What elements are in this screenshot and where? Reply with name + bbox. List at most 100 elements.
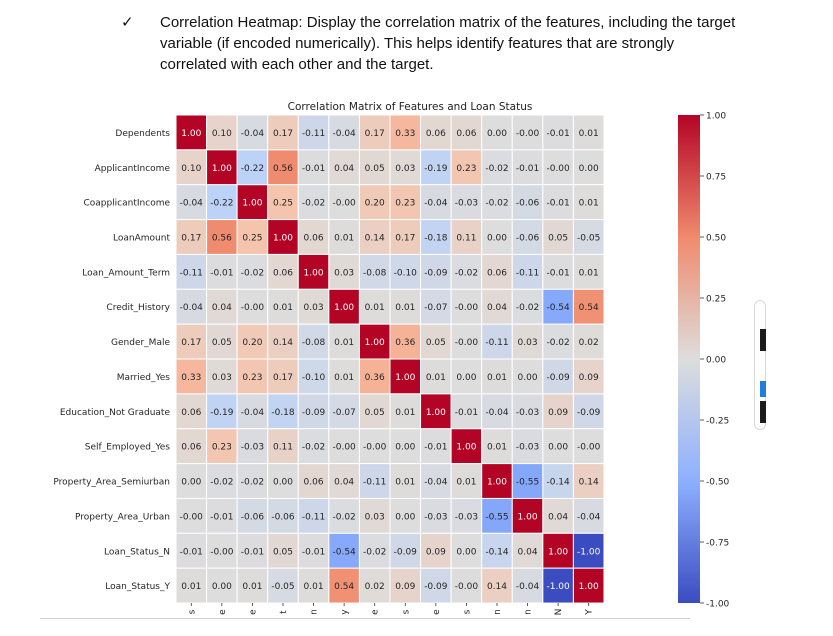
cell-value-label: 0.23 — [212, 443, 232, 453]
cell-value-label: -0.10 — [302, 373, 326, 383]
cell-value-label: -0.04 — [577, 512, 601, 522]
cell-value-label: 0.05 — [365, 164, 385, 174]
cell-value-label: 0.06 — [304, 478, 324, 488]
heatmap-cell — [420, 288, 452, 325]
document-text: ✓ Correlation Heatmap: Display the corre… — [121, 12, 781, 75]
heatmap-cell — [450, 114, 483, 151]
cell-value-label: 0.01 — [242, 582, 262, 592]
cell-value-label: -0.54 — [332, 547, 356, 557]
cell-value-label: -0.55 — [485, 512, 508, 522]
heatmap-cell — [572, 463, 605, 499]
heatmap-cell — [481, 567, 513, 604]
cell-value-label: 0.03 — [212, 373, 232, 383]
colorbar-tick-label: -0.75 — [706, 539, 729, 549]
heatmap-cell — [358, 219, 391, 255]
cell-value-label: 1.00 — [304, 268, 324, 278]
heatmap-cell — [481, 497, 513, 534]
cell-value-label: 0.36 — [395, 338, 415, 348]
heatmap-cell — [511, 497, 544, 534]
cell-value-label: 0.05 — [548, 234, 568, 244]
cell-value-label: 0.00 — [518, 373, 538, 383]
heatmap-cell — [236, 149, 269, 186]
cell-value-label: 0.54 — [579, 303, 599, 313]
cell-value-label: 0.03 — [518, 338, 538, 348]
cell-value-label: -0.09 — [424, 582, 448, 592]
cell-value-label: 0.01 — [395, 303, 415, 313]
x-tick-label: e — [371, 609, 381, 615]
heatmap-cell — [297, 253, 330, 290]
cell-value-label: -0.18 — [424, 234, 448, 244]
cell-value-label: 0.09 — [395, 582, 415, 592]
cell-value-label: 0.09 — [548, 408, 568, 418]
cell-value-label: -0.08 — [363, 268, 387, 278]
cell-value-label: 0.25 — [242, 234, 262, 244]
cell-value-label: 0.01 — [395, 478, 415, 488]
cell-value-label: 0.01 — [334, 373, 354, 383]
heatmap-cell — [236, 463, 269, 499]
x-tick-label: Y — [585, 609, 595, 616]
heatmap-cell — [175, 288, 208, 325]
heatmap-cell — [542, 567, 574, 604]
cell-value-label: 0.04 — [334, 164, 354, 174]
heatmap-cell — [206, 184, 238, 221]
colorbar-ticks: 1.00 0.75 0.50 0.25 0.00 -0.25 -0.50 -0.75 -1.00 — [700, 112, 730, 610]
cell-value-label: 0.03 — [395, 164, 415, 174]
chart-title: Correlation Matrix of Features and Loan … — [288, 101, 533, 113]
heatmap-cell — [542, 463, 574, 499]
heatmap-cell — [358, 288, 391, 325]
row-labels: Dependents ApplicantIncome CoapplicantInco… — [53, 129, 170, 592]
heatmap-cell — [328, 149, 360, 186]
cell-value-label: 0.06 — [426, 129, 446, 139]
cell-value-label: 0.25 — [273, 199, 293, 209]
heatmap-cell — [481, 358, 513, 395]
heatmap-cell — [511, 253, 544, 290]
cell-value-label: 0.02 — [579, 338, 599, 348]
colorbar — [678, 115, 700, 603]
heatmap-cell — [175, 323, 208, 360]
row-label: CoapplicantIncome — [83, 199, 170, 209]
colorbar-tick-label: -1.00 — [706, 600, 730, 610]
cell-value-label: -0.00 — [241, 303, 265, 313]
cell-value-label: -0.06 — [516, 234, 540, 244]
cell-value-label: -0.04 — [332, 129, 356, 139]
cell-value-label: 0.01 — [181, 582, 201, 592]
cell-value-label: 0.11 — [456, 234, 476, 244]
cell-value-label: -0.01 — [546, 129, 569, 139]
heatmap-cell — [236, 219, 269, 255]
heatmap-cell — [542, 323, 574, 360]
row-label: Education_Not Graduate — [60, 408, 171, 418]
cell-value-label: -0.06 — [271, 512, 295, 522]
cell-value-label: 1.00 — [273, 234, 293, 244]
cell-value-label: 0.05 — [426, 338, 446, 348]
cell-value-label: 1.00 — [334, 303, 354, 313]
cell-value-label: 0.00 — [487, 234, 507, 244]
cell-value-label: 0.04 — [548, 512, 568, 522]
cell-value-label: -0.01 — [210, 512, 233, 522]
cell-value-label: -0.03 — [455, 512, 478, 522]
cell-value-label: 0.17 — [273, 373, 293, 383]
cell-value-label: 0.01 — [273, 303, 293, 313]
cell-value-label: 0.00 — [395, 443, 415, 453]
heatmap-cell — [572, 288, 605, 325]
heatmap-cell — [481, 428, 513, 465]
cell-value-label: 0.01 — [334, 234, 354, 244]
cell-value-label: 0.03 — [365, 512, 385, 522]
row-label: Credit_History — [106, 303, 170, 313]
cell-value-label: 0.09 — [426, 547, 446, 557]
cell-value-label: -0.03 — [455, 199, 478, 209]
heatmap-cell — [297, 219, 330, 255]
x-tick-label: t — [279, 610, 289, 614]
cell-value-label: 0.01 — [456, 478, 476, 488]
heatmap-cell — [175, 428, 208, 465]
x-tick-label: e — [218, 609, 228, 615]
side-panel-edge — [754, 300, 766, 430]
cell-value-label: 0.36 — [365, 373, 385, 383]
heatmap-cell — [389, 288, 422, 325]
cell-value-label: -0.02 — [332, 512, 355, 522]
cell-value-label: -0.01 — [180, 547, 203, 557]
cell-value-label: -0.03 — [516, 408, 539, 418]
cell-value-label: -0.04 — [241, 129, 265, 139]
heatmap-cell — [206, 114, 238, 151]
cell-value-label: -0.01 — [546, 199, 569, 209]
